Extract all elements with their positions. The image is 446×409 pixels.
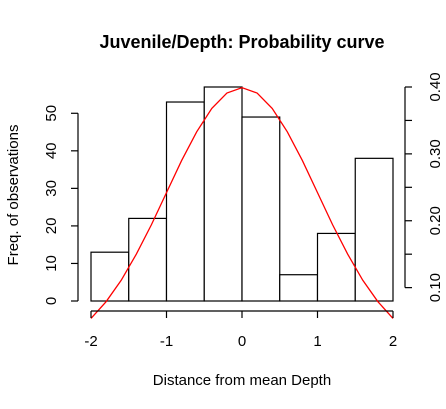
histogram-bar-4 [203, 86, 243, 302]
x-axis: -2 -1 0 1 2 [84, 310, 397, 350]
histogram-bar-5 [241, 116, 281, 302]
x-axis-label: Distance from mean Depth [153, 372, 331, 389]
y-axis-left: 0 10 20 30 40 50 [43, 105, 79, 305]
histogram-bar-8 [354, 157, 394, 302]
y-axis-label: Freq. of observations [5, 125, 22, 266]
x-tick-label-1: -1 [160, 333, 173, 350]
histogram-bar-6 [279, 274, 319, 302]
histogram-bar-7 [316, 232, 356, 302]
x-tick-label-4: 2 [389, 333, 397, 350]
x-tick-label-3: 1 [313, 333, 321, 350]
histogram-bar-1 [90, 251, 130, 302]
probability-curve-group [90, 86, 394, 319]
y-tick-label-0: 0 [43, 297, 60, 305]
y2-tick-label-3: 0.40 [427, 72, 444, 101]
x-tick-label-0: -2 [84, 333, 97, 350]
y-tick-label-1: 10 [43, 255, 60, 272]
bars-group [90, 86, 394, 302]
x-tick-label-2: 0 [238, 333, 246, 350]
y-tick-label-2: 20 [43, 218, 60, 235]
y2-tick-label-1: 0.20 [427, 206, 444, 235]
histogram-bar-3 [165, 101, 205, 302]
y2-tick-label-0: 0.10 [427, 273, 444, 302]
y-axis-right: 0.10 0.20 0.30 0.40 [404, 72, 444, 302]
probability-curve-line [90, 86, 394, 319]
y-tick-label-5: 50 [43, 105, 60, 122]
chart-title: Juvenile/Depth: Probability curve [99, 32, 384, 52]
y-tick-label-3: 30 [43, 180, 60, 197]
y-tick-label-4: 40 [43, 142, 60, 159]
y2-tick-label-2: 0.30 [427, 139, 444, 168]
